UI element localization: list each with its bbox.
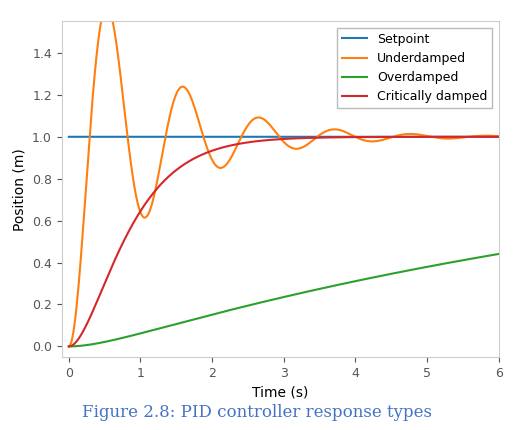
- Setpoint: [274, 134, 281, 139]
- Line: Critically damped: Critically damped: [69, 137, 499, 347]
- Critically damped: [404, 134, 410, 139]
- Critically damped: [495, 134, 502, 139]
- Overdamped: [483, 254, 489, 259]
- Setpoint: [88, 134, 94, 139]
- X-axis label: Time (s): Time (s): [252, 385, 308, 399]
- Critically damped: [66, 344, 72, 349]
- Underdamped: [483, 133, 489, 138]
- Y-axis label: Position (m): Position (m): [12, 148, 26, 230]
- Overdamped: [88, 342, 94, 347]
- Setpoint: [263, 134, 269, 139]
- Overdamped: [263, 298, 269, 304]
- Line: Underdamped: Underdamped: [69, 6, 499, 347]
- Underdamped: [66, 344, 72, 349]
- Overdamped: [404, 268, 410, 273]
- Critically damped: [263, 138, 269, 143]
- Setpoint: [483, 134, 489, 139]
- Overdamped: [495, 252, 502, 257]
- Critically damped: [483, 134, 489, 139]
- Underdamped: [264, 119, 270, 124]
- Setpoint: [66, 134, 72, 139]
- Overdamped: [274, 296, 281, 301]
- Critically damped: [88, 313, 94, 318]
- Overdamped: [483, 254, 489, 259]
- Underdamped: [483, 133, 489, 138]
- Underdamped: [275, 132, 281, 138]
- Critically damped: [483, 134, 489, 139]
- Underdamped: [88, 119, 94, 124]
- Setpoint: [495, 134, 502, 139]
- Line: Overdamped: Overdamped: [69, 254, 499, 347]
- Legend: Setpoint, Underdamped, Overdamped, Critically damped: Setpoint, Underdamped, Overdamped, Criti…: [337, 28, 492, 108]
- Text: Figure 2.8: PID controller response types: Figure 2.8: PID controller response type…: [82, 404, 432, 421]
- Underdamped: [495, 134, 502, 139]
- Critically damped: [274, 137, 281, 142]
- Underdamped: [405, 132, 411, 137]
- Setpoint: [483, 134, 489, 139]
- Setpoint: [404, 134, 410, 139]
- Underdamped: [104, 4, 110, 9]
- Overdamped: [66, 344, 72, 349]
